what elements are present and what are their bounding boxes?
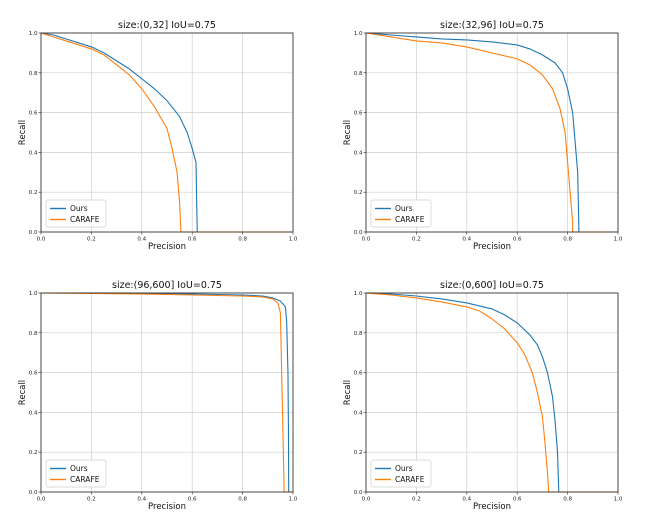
x-axis-label: Precision [148,242,186,252]
chart-title: size:(0,32] IoU=0.75 [118,20,216,31]
x-tick-label: 0.2 [87,497,96,503]
plot-frame [40,292,294,493]
x-axis-label: Precision [148,502,186,512]
x-tick-label: 1.0 [289,237,298,243]
x-tick-label: 0.6 [513,237,522,243]
x-tick-label: 0.8 [563,237,572,243]
chart-svg-3: size:(96,600] IoU=0.75 0.0 0.2 0.4 0.6 0.8 1.0… [18,280,298,512]
legend-label-ours: Ours [70,464,88,473]
series-line-ours [365,292,618,493]
x-tick-label: 0.0 [37,237,46,243]
x-tick-label: 0.2 [412,497,421,503]
y-tick-label: 0.8 [354,331,363,337]
y-tick-label: 0.2 [29,450,38,456]
x-tick-label: 0.4 [462,237,471,243]
y-tick-label: 0.8 [29,71,38,77]
y-tick-label: 0.0 [354,230,363,236]
chart-panel-2: size:(32,96] IoU=0.75 0.0 0.2 0.4 0.6 0.8 1.0 0… [325,0,650,260]
x-tick-label: 0.6 [188,497,197,503]
y-tick-label: 0.6 [29,371,38,377]
legend-label-ours: Ours [395,464,413,473]
y-axis-label: Recall [343,380,353,405]
plot-frame [365,32,619,233]
legend-label-ours: Ours [70,204,88,213]
y-tick-label: 1.0 [29,291,38,297]
series-line-carafe [40,292,293,493]
x-tick-label: 0.6 [188,237,197,243]
x-tick-label: 0.4 [137,497,146,503]
y-tick-label: 1.0 [29,31,38,37]
y-tick-label: 0.0 [29,230,38,236]
y-tick-label: 0.4 [354,410,363,416]
plot-frame [365,292,619,493]
y-tick-label: 1.0 [354,291,363,297]
series-line-carafe [365,292,618,493]
x-tick-label: 0.8 [563,497,572,503]
y-tick-label: 0.8 [29,331,38,337]
x-tick-label: 0.8 [238,237,247,243]
x-tick-label: 0.2 [87,237,96,243]
chart-svg-4: size:(0,600] IoU=0.75 0.0 0.2 0.4 0.6 0.8 1.0 0… [343,280,623,512]
x-tick-label: 1.0 [289,497,298,503]
x-tick-label: 1.0 [614,497,623,503]
chart-panel-3: size:(96,600] IoU=0.75 0.0 0.2 0.4 0.6 0.8 1.0… [0,260,325,520]
x-tick-label: 1.0 [614,237,623,243]
series-line-ours [41,292,293,493]
legend-label-carafe: CARAFE [395,475,425,484]
y-tick-label: 0.6 [354,111,363,117]
series-line-carafe [40,32,293,233]
y-tick-label: 0.8 [354,71,363,77]
x-tick-label: 0.6 [513,497,522,503]
y-tick-label: 0.2 [354,190,363,196]
legend-box [45,459,107,488]
legend-label-carafe: CARAFE [70,215,100,224]
y-tick-label: 0.2 [29,190,38,196]
y-axis-label: Recall [18,380,28,405]
legend-label-carafe: CARAFE [70,475,100,484]
series-line-carafe [365,32,618,233]
chart-title: size:(96,600] IoU=0.75 [112,280,222,291]
y-tick-label: 0.0 [354,490,363,496]
x-tick-label: 0.4 [137,237,146,243]
y-tick-label: 0.0 [29,490,38,496]
plot-frame [40,32,294,233]
chart-svg-2: size:(32,96] IoU=0.75 0.0 0.2 0.4 0.6 0.8 1.0 0… [343,20,623,252]
legend-label-carafe: CARAFE [395,215,425,224]
x-tick-label: 0.8 [238,497,247,503]
chart-title: size:(32,96] IoU=0.75 [440,20,544,31]
y-axis-label: Recall [18,120,28,145]
legend-box [370,199,432,228]
y-tick-label: 0.4 [29,410,38,416]
y-tick-label: 0.6 [354,371,363,377]
series-line-ours [40,32,293,233]
legend-label-ours: Ours [395,204,413,213]
x-axis-label: Precision [473,242,511,252]
series-line-ours [365,32,618,233]
x-tick-label: 0.2 [412,237,421,243]
y-axis-label: Recall [343,120,353,145]
x-tick-label: 0.4 [462,497,471,503]
chart-title: size:(0,600] IoU=0.75 [440,280,544,291]
y-tick-label: 0.4 [29,150,38,156]
chart-panel-4: size:(0,600] IoU=0.75 0.0 0.2 0.4 0.6 0.8 1.0 0… [325,260,650,520]
y-tick-label: 1.0 [354,31,363,37]
chart-panel-1: size:(0,32] IoU=0.75 0.0 0.2 0.4 0.6 0.8 1.0 0.… [0,0,325,260]
x-tick-label: 0.0 [362,497,371,503]
y-tick-label: 0.6 [29,111,38,117]
x-tick-label: 0.0 [37,497,46,503]
legend-box [45,199,107,228]
y-tick-label: 0.4 [354,150,363,156]
x-axis-label: Precision [473,502,511,512]
chart-svg-1: size:(0,32] IoU=0.75 0.0 0.2 0.4 0.6 0.8 1.0 0.… [18,20,298,252]
y-tick-label: 0.2 [354,450,363,456]
x-tick-label: 0.0 [362,237,371,243]
legend-box [370,459,432,488]
